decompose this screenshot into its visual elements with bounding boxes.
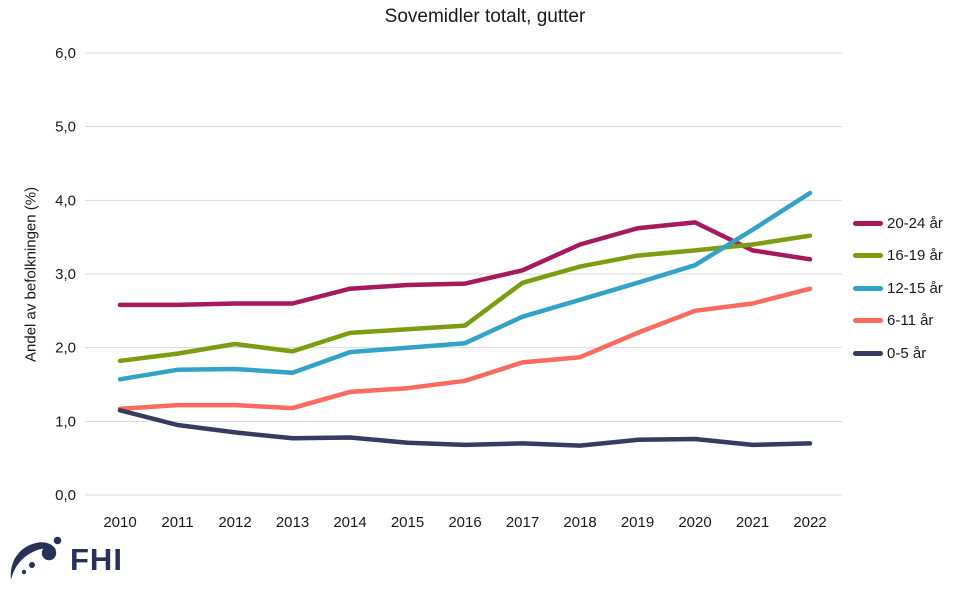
legend-label: 16-19 år — [887, 247, 943, 265]
x-tick-label: 2019 — [621, 514, 654, 531]
x-tick-label: 2022 — [793, 514, 826, 531]
legend-label: 20-24 år — [887, 214, 943, 232]
legend-swatch-16-19 — [853, 253, 883, 259]
legend-label: 0-5 år — [887, 344, 927, 362]
legend-swatch-12-15 — [853, 285, 883, 291]
x-tick-label: 2018 — [563, 514, 596, 531]
y-tick-label: 3,0 — [55, 266, 76, 283]
legend-label: 6-11 år — [887, 312, 934, 330]
legend-item-12-15: 12-15 år — [853, 272, 943, 305]
x-tick-label: 2015 — [391, 514, 424, 531]
x-tick-label: 2013 — [276, 514, 309, 531]
legend-item-0-5: 0-5 år — [853, 337, 943, 370]
x-tick-label: 2017 — [506, 514, 539, 531]
x-tick-label: 2012 — [218, 514, 251, 531]
series-line-20-24-år — [117, 220, 813, 308]
legend-swatch-0-5 — [853, 350, 883, 356]
y-tick-label: 0,0 — [55, 487, 76, 504]
x-tick-label: 2010 — [103, 514, 136, 531]
x-tick-label: 2021 — [736, 514, 769, 531]
fhi-logo-text: FHI — [70, 542, 123, 577]
y-tick-label: 4,0 — [55, 192, 76, 209]
legend-item-16-19: 16-19 år — [853, 240, 943, 273]
fhi-logo: FHI — [6, 534, 123, 586]
series-line-0-5-år — [117, 408, 813, 448]
series-line-12-15-år — [117, 190, 813, 382]
y-tick-label: 2,0 — [55, 340, 76, 357]
legend-item-20-24: 20-24 år — [853, 207, 943, 240]
y-tick-label: 6,0 — [55, 45, 76, 62]
series-line-16-19-år — [117, 233, 813, 364]
chart-legend: 20-24 år 16-19 år 12-15 år 6-11 år 0-5 å… — [853, 207, 943, 370]
fhi-logo-mark — [10, 536, 62, 580]
chart-title: Sovemidler totalt, gutter — [384, 6, 586, 27]
legend-item-6-11: 6-11 år — [853, 305, 943, 338]
x-tick-label: 2014 — [333, 514, 366, 531]
x-tick-label: 2011 — [161, 514, 193, 531]
legend-swatch-6-11 — [853, 318, 883, 324]
y-tick-label: 5,0 — [55, 119, 76, 136]
legend-label: 12-15 år — [887, 279, 943, 297]
y-tick-label: 1,0 — [55, 413, 76, 430]
x-tick-label: 2020 — [678, 514, 711, 531]
legend-swatch-20-24 — [853, 220, 883, 226]
x-tick-label: 2016 — [448, 514, 481, 531]
series-line-6-11-år — [117, 286, 813, 412]
